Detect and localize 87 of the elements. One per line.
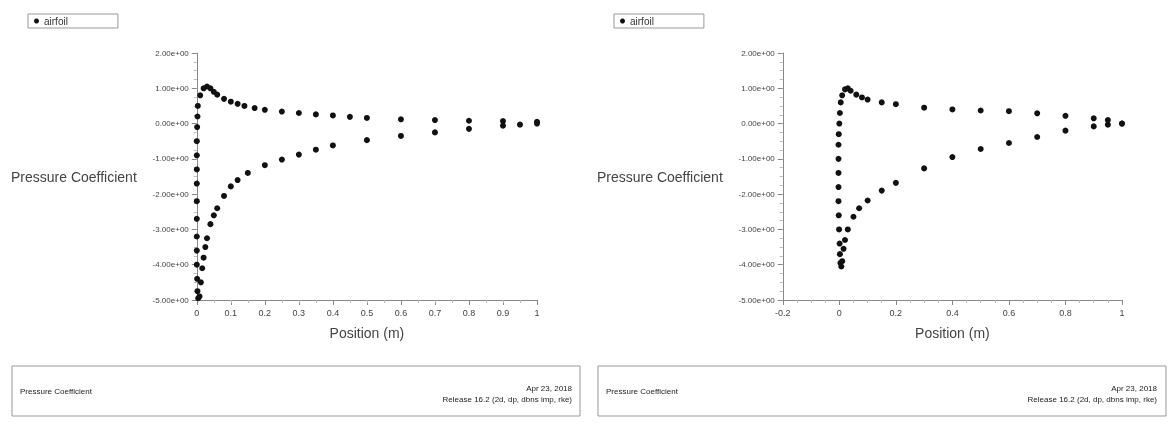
- y-tick-label: -4.00e+00: [738, 260, 776, 270]
- point: [835, 169, 842, 176]
- point: [858, 94, 865, 101]
- text: airfoil: [630, 15, 654, 27]
- y-tick-label: 1.00e+00: [155, 83, 190, 93]
- point: [949, 106, 956, 113]
- y-tick-label: 0.00e+00: [155, 119, 190, 129]
- y-tick-label: -1.00e+00: [738, 154, 776, 164]
- x-tick-label: 0.8: [462, 307, 476, 318]
- y-tick-label: -2.00e+00: [152, 189, 190, 199]
- point: [836, 109, 843, 116]
- text: Apr 23, 2018: [1111, 383, 1158, 393]
- point: [878, 99, 885, 106]
- y-tick-label: -4.00e+00: [152, 260, 190, 270]
- x-tick-label: -0.2: [775, 307, 791, 318]
- x-tick-label: 0.3: [292, 307, 306, 318]
- point: [878, 187, 885, 194]
- x-tick-label: 0.6: [1002, 307, 1016, 318]
- point: [844, 226, 851, 233]
- y-tick-label: -5.00e+00: [738, 295, 776, 305]
- point: [856, 205, 863, 212]
- point: [839, 92, 846, 99]
- x-tick-label: 1: [534, 307, 540, 318]
- x-tick-label: 0.8: [1059, 307, 1072, 318]
- point: [1104, 121, 1111, 128]
- point: [921, 104, 928, 111]
- point: [1034, 133, 1041, 140]
- x-axis-title: Position (m): [329, 325, 405, 341]
- x-tick-label: 0: [836, 307, 842, 318]
- point: [1062, 112, 1069, 119]
- point: [836, 240, 843, 247]
- point: [977, 145, 984, 152]
- point: [949, 154, 956, 161]
- point: [864, 96, 871, 103]
- point: [835, 141, 842, 148]
- point: [836, 226, 843, 233]
- x-axis-title: Position (m): [915, 325, 990, 341]
- point: [835, 212, 842, 219]
- point: [1005, 139, 1012, 146]
- point: [1090, 115, 1097, 122]
- x-tick-label: 0.7: [428, 307, 442, 318]
- point: [1034, 110, 1041, 117]
- x-tick-label: 1: [1119, 307, 1125, 318]
- point: [837, 99, 844, 106]
- point: [850, 213, 857, 220]
- point: [835, 184, 842, 191]
- x-tick-label: 0.2: [258, 307, 272, 318]
- text: Release 16.2 (2d, dp, dbns imp, rke): [1027, 394, 1158, 404]
- text: Pressure Coefficient: [20, 386, 93, 396]
- point: [1062, 127, 1069, 134]
- point: [835, 198, 842, 205]
- point: [835, 155, 842, 162]
- point: [853, 91, 860, 98]
- y-tick-label: -2.00e+00: [738, 189, 776, 199]
- y-tick-label: 1.00e+00: [741, 83, 776, 93]
- y-axis-title: Pressure Coefficient: [10, 168, 137, 185]
- x-tick-label: 0.5: [360, 307, 374, 318]
- point: [836, 120, 843, 127]
- y-tick-label: 0.00e+00: [741, 119, 776, 129]
- x-tick-label: 0.4: [326, 307, 340, 318]
- point: [841, 237, 848, 244]
- y-tick-label: -1.00e+00: [152, 154, 190, 164]
- x-tick-label: 0.6: [394, 307, 408, 318]
- text: Release 16.2 (2d, dp, dbns imp, rke): [442, 394, 573, 404]
- x-tick-label: 0.2: [889, 307, 903, 318]
- y-tick-label: 2.00e+00: [741, 48, 776, 58]
- point: [840, 245, 847, 252]
- point: [835, 131, 842, 138]
- point: [1005, 108, 1012, 115]
- y-tick-label: -3.00e+00: [152, 224, 190, 234]
- text: Apr 23, 2018: [526, 383, 573, 393]
- y-tick-label: -3.00e+00: [738, 224, 776, 234]
- text: Pressure Coefficient: [606, 386, 679, 396]
- x-tick-label: 0: [194, 307, 200, 318]
- point: [921, 165, 928, 172]
- x-tick-label: 0.1: [224, 307, 238, 318]
- y-tick-label: -5.00e+00: [152, 295, 190, 305]
- y-axis-title: Pressure Coefficient: [596, 168, 723, 185]
- point: [1090, 123, 1097, 130]
- point: [836, 251, 843, 258]
- point: [892, 101, 899, 108]
- point: [864, 197, 871, 204]
- y-tick-label: 2.00e+00: [155, 48, 190, 58]
- point: [892, 179, 899, 186]
- text: airfoil: [44, 15, 68, 27]
- x-tick-label: 0.4: [946, 307, 959, 318]
- x-tick-label: 0.9: [496, 307, 510, 318]
